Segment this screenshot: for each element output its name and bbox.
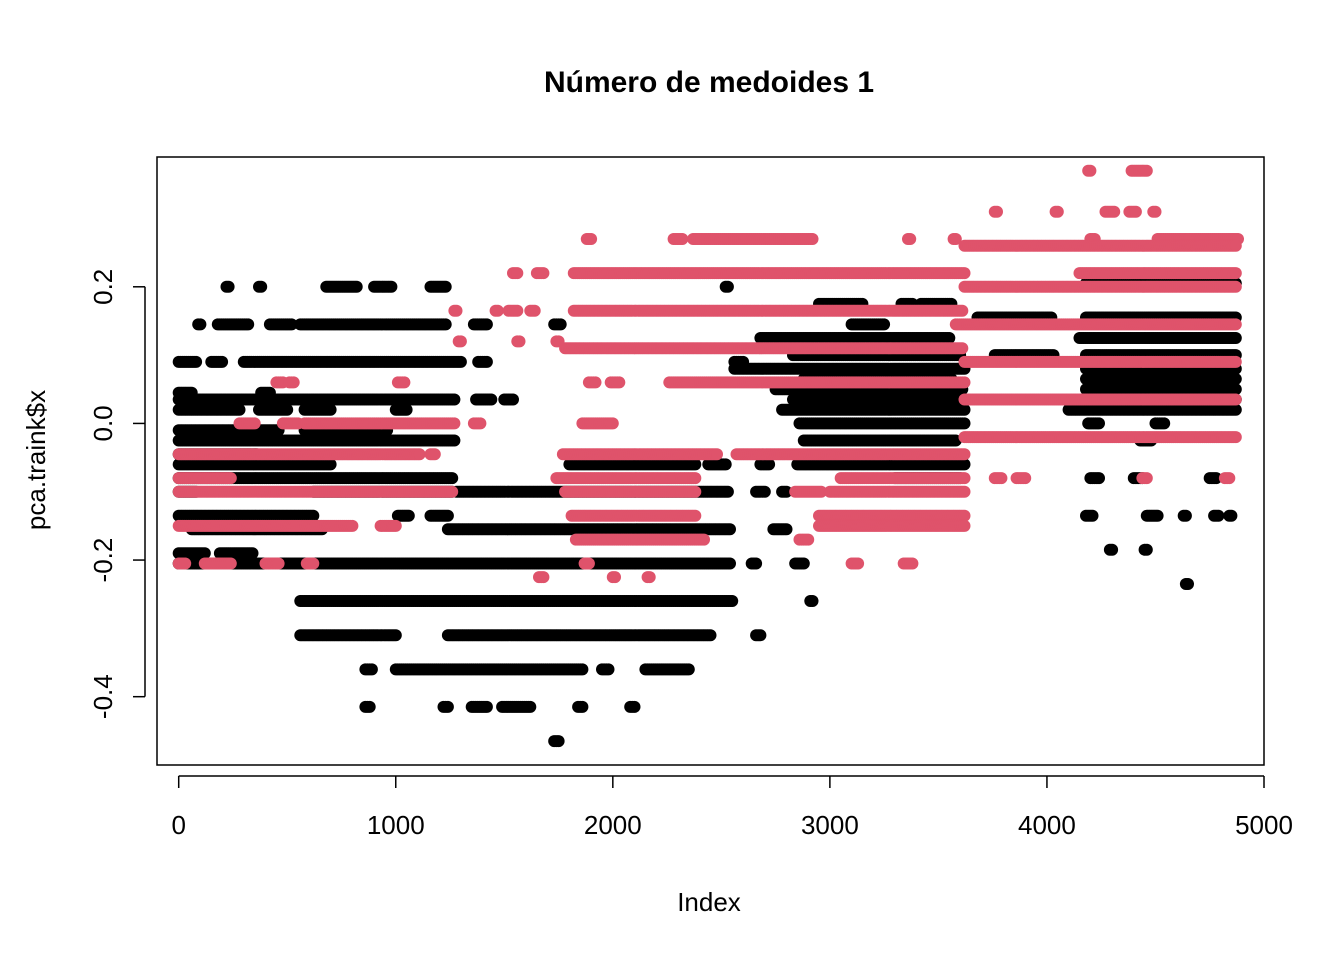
data-point bbox=[242, 318, 255, 331]
data-point bbox=[441, 700, 454, 713]
data-point bbox=[537, 267, 550, 280]
data-point bbox=[1229, 239, 1242, 252]
data-point bbox=[958, 403, 971, 416]
data-point bbox=[400, 403, 413, 416]
data-point bbox=[585, 233, 598, 245]
data-point bbox=[554, 318, 567, 331]
data-point bbox=[576, 700, 589, 713]
data-point bbox=[216, 355, 229, 368]
data-point bbox=[552, 735, 565, 748]
data-point bbox=[324, 403, 337, 416]
data-point bbox=[797, 557, 810, 570]
data-point bbox=[1212, 509, 1225, 522]
data-point bbox=[350, 280, 363, 293]
data-point bbox=[1129, 205, 1142, 218]
data-point bbox=[198, 547, 211, 560]
data-point bbox=[1086, 509, 1099, 522]
data-point bbox=[454, 355, 467, 368]
chart-title: Número de medoides 1 bbox=[544, 66, 874, 99]
data-point bbox=[255, 280, 268, 293]
data-point bbox=[524, 700, 537, 713]
data-point bbox=[194, 318, 207, 331]
data-point bbox=[365, 663, 378, 676]
data-point bbox=[480, 318, 493, 331]
data-point bbox=[1106, 543, 1119, 556]
data-point bbox=[1229, 332, 1242, 344]
data-point bbox=[1158, 417, 1171, 430]
data-point bbox=[628, 700, 641, 713]
data-point bbox=[439, 280, 452, 293]
data-point bbox=[576, 663, 589, 676]
data-point bbox=[750, 557, 763, 570]
data-point bbox=[511, 267, 524, 280]
data-point bbox=[1108, 205, 1121, 218]
data-point bbox=[1229, 403, 1242, 416]
data-point bbox=[1140, 543, 1153, 556]
data-point bbox=[704, 629, 717, 642]
data-point bbox=[448, 393, 461, 406]
data-point bbox=[246, 547, 259, 560]
data-point bbox=[1225, 509, 1238, 522]
data-point bbox=[1229, 267, 1242, 280]
data-point bbox=[682, 663, 695, 676]
data-point bbox=[780, 523, 793, 536]
data-point bbox=[958, 417, 971, 430]
data-point bbox=[943, 332, 956, 344]
data-point bbox=[441, 509, 454, 522]
data-point bbox=[724, 523, 736, 536]
data-point bbox=[719, 458, 732, 471]
data-point bbox=[754, 629, 767, 642]
data-point bbox=[676, 233, 689, 245]
data-point bbox=[904, 233, 917, 245]
data-point bbox=[448, 434, 461, 447]
data-point bbox=[446, 472, 459, 485]
data-point bbox=[281, 403, 294, 416]
data-point bbox=[724, 557, 736, 570]
data-point bbox=[991, 205, 1003, 218]
data-point bbox=[480, 355, 493, 368]
data-point bbox=[958, 267, 971, 280]
data-point bbox=[402, 509, 415, 522]
data-point bbox=[222, 280, 235, 293]
data-point bbox=[507, 393, 519, 406]
data-point bbox=[1084, 164, 1097, 177]
data-point bbox=[485, 393, 498, 406]
data-point bbox=[385, 280, 398, 293]
data-point bbox=[1051, 205, 1064, 218]
data-point bbox=[190, 355, 203, 368]
data-point bbox=[1093, 417, 1105, 430]
data-point bbox=[758, 485, 771, 498]
data-point bbox=[878, 318, 891, 331]
data-point bbox=[480, 700, 493, 713]
data-point bbox=[389, 629, 402, 642]
data-point bbox=[363, 700, 376, 713]
data-point bbox=[439, 318, 452, 331]
data-point bbox=[726, 595, 739, 607]
data-point bbox=[806, 595, 819, 607]
data-point bbox=[721, 280, 734, 293]
data-point bbox=[285, 318, 298, 331]
data-point bbox=[1093, 472, 1105, 485]
points-layer bbox=[172, 164, 1244, 748]
data-point bbox=[1179, 509, 1192, 522]
data-point bbox=[602, 663, 615, 676]
data-point bbox=[1151, 509, 1164, 522]
data-point bbox=[1149, 205, 1162, 218]
data-point bbox=[1140, 164, 1153, 177]
data-point bbox=[763, 458, 776, 471]
data-point bbox=[721, 485, 734, 498]
data-point bbox=[233, 403, 246, 416]
data-point bbox=[806, 233, 819, 245]
data-point bbox=[1182, 578, 1194, 590]
data-point bbox=[324, 458, 337, 471]
data-point bbox=[1229, 373, 1242, 385]
